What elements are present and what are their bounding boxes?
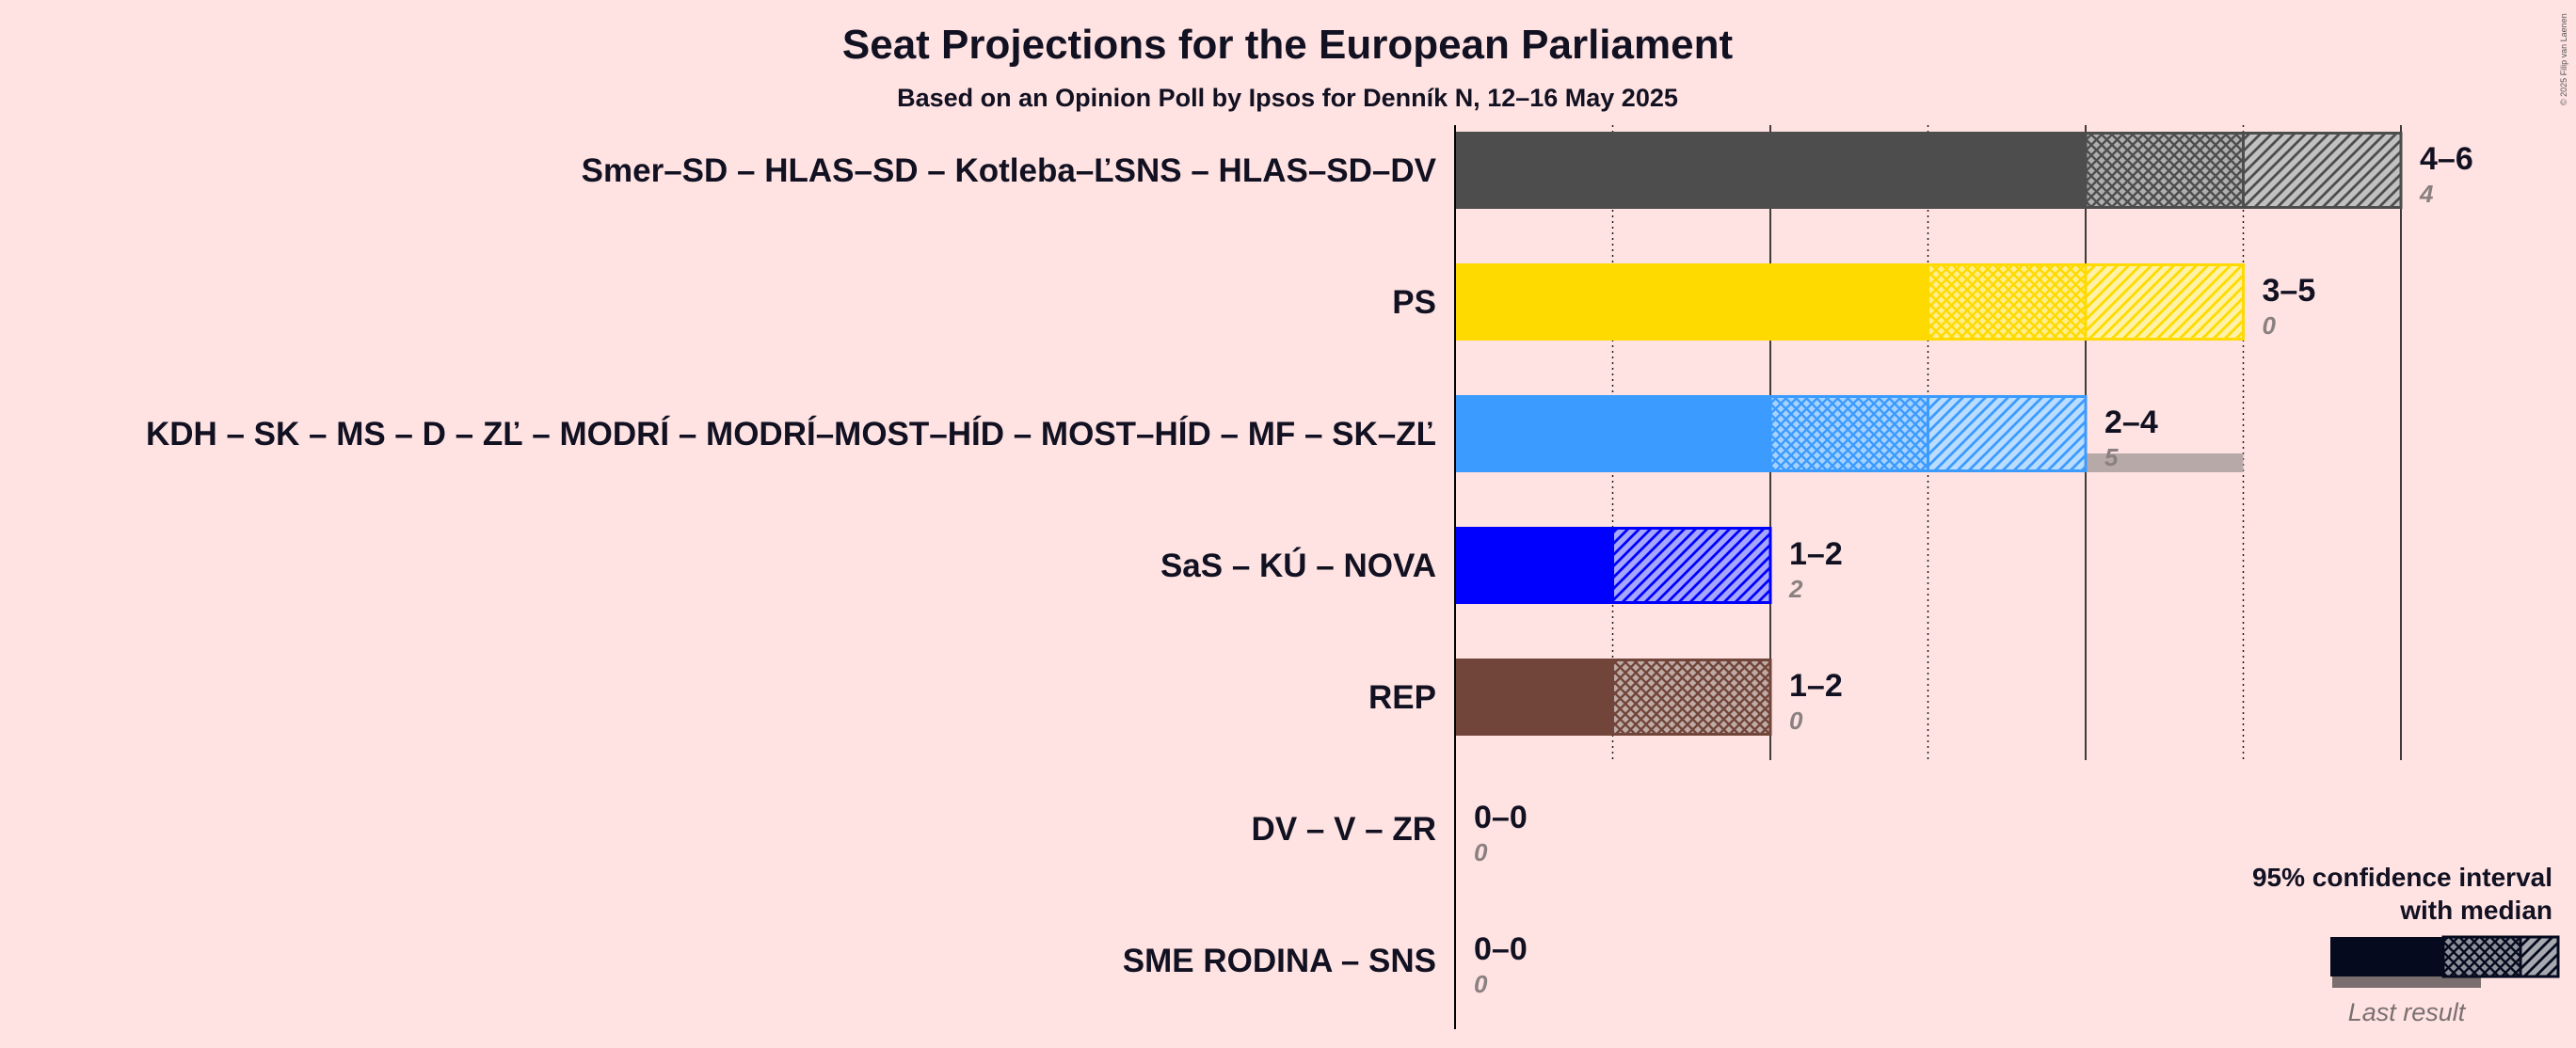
- solid-bar: [1455, 527, 1613, 604]
- last-result-label: 2: [1788, 575, 1803, 603]
- solid-bar: [1455, 132, 2086, 209]
- chart-subtitle: Based on an Opinion Poll by Ipsos for De…: [897, 84, 1678, 112]
- range-label: 3–5: [2263, 273, 2316, 309]
- hatch-bar: [2084, 263, 2245, 341]
- last-result-label: 0: [1789, 707, 1803, 735]
- last-result-label: 0: [1474, 970, 1488, 998]
- legend-title-line2: with median: [2399, 896, 2552, 925]
- crosshatch-bar: [2084, 132, 2245, 209]
- solid-bar: [1455, 263, 1928, 341]
- party-label: DV – V – ZR: [1252, 811, 1436, 848]
- legend: 95% confidence interval with median Last…: [2252, 863, 2560, 1026]
- crosshatch-bar: [1611, 659, 1772, 736]
- hatch-bar: [1611, 527, 1772, 604]
- range-label: 0–0: [1474, 800, 1528, 835]
- range-label: 1–2: [1789, 668, 1843, 704]
- legend-solid-bar: [2330, 937, 2443, 977]
- chart-title: Seat Projections for the European Parlia…: [842, 22, 1734, 68]
- solid-bar: [1455, 395, 1770, 472]
- party-label: PS: [1392, 284, 1436, 321]
- range-label: 0–0: [1474, 931, 1528, 967]
- last-result-label: 0: [1474, 838, 1488, 866]
- crosshatch-bar: [1927, 263, 2088, 341]
- hatch-bar: [1927, 395, 2088, 472]
- party-label: SME RODINA – SNS: [1123, 943, 1436, 979]
- party-label: SaS – KÚ – NOVA: [1160, 547, 1436, 584]
- range-label: 2–4: [2104, 405, 2158, 440]
- party-label: REP: [1368, 679, 1436, 716]
- legend-hatch-bar: [2519, 935, 2560, 978]
- hatch-bar: [2242, 132, 2403, 209]
- range-label: 1–2: [1789, 536, 1843, 572]
- last-result-label: 0: [2263, 311, 2277, 340]
- solid-bar: [1455, 659, 1613, 736]
- last-result-label: 5: [2104, 443, 2119, 471]
- party-label: KDH – SK – MS – D – ZĽ – MODRÍ – MODRÍ–M…: [146, 415, 1436, 453]
- crosshatch-bar: [1768, 395, 1929, 472]
- legend-crosshatch-bar: [2441, 935, 2522, 978]
- legend-title-line1: 95% confidence interval: [2252, 863, 2552, 892]
- copyright-note: © 2025 Filip van Laenen: [2559, 13, 2568, 105]
- party-label: Smer–SD – HLAS–SD – Kotleba–ĽSNS – HLAS–…: [582, 152, 1437, 189]
- legend-last-result-label: Last result: [2348, 998, 2467, 1026]
- bars-group: Smer–SD – HLAS–SD – Kotleba–ĽSNS – HLAS–…: [146, 132, 2473, 998]
- range-label: 4–6: [2420, 141, 2473, 177]
- last-result-label: 4: [2419, 180, 2434, 208]
